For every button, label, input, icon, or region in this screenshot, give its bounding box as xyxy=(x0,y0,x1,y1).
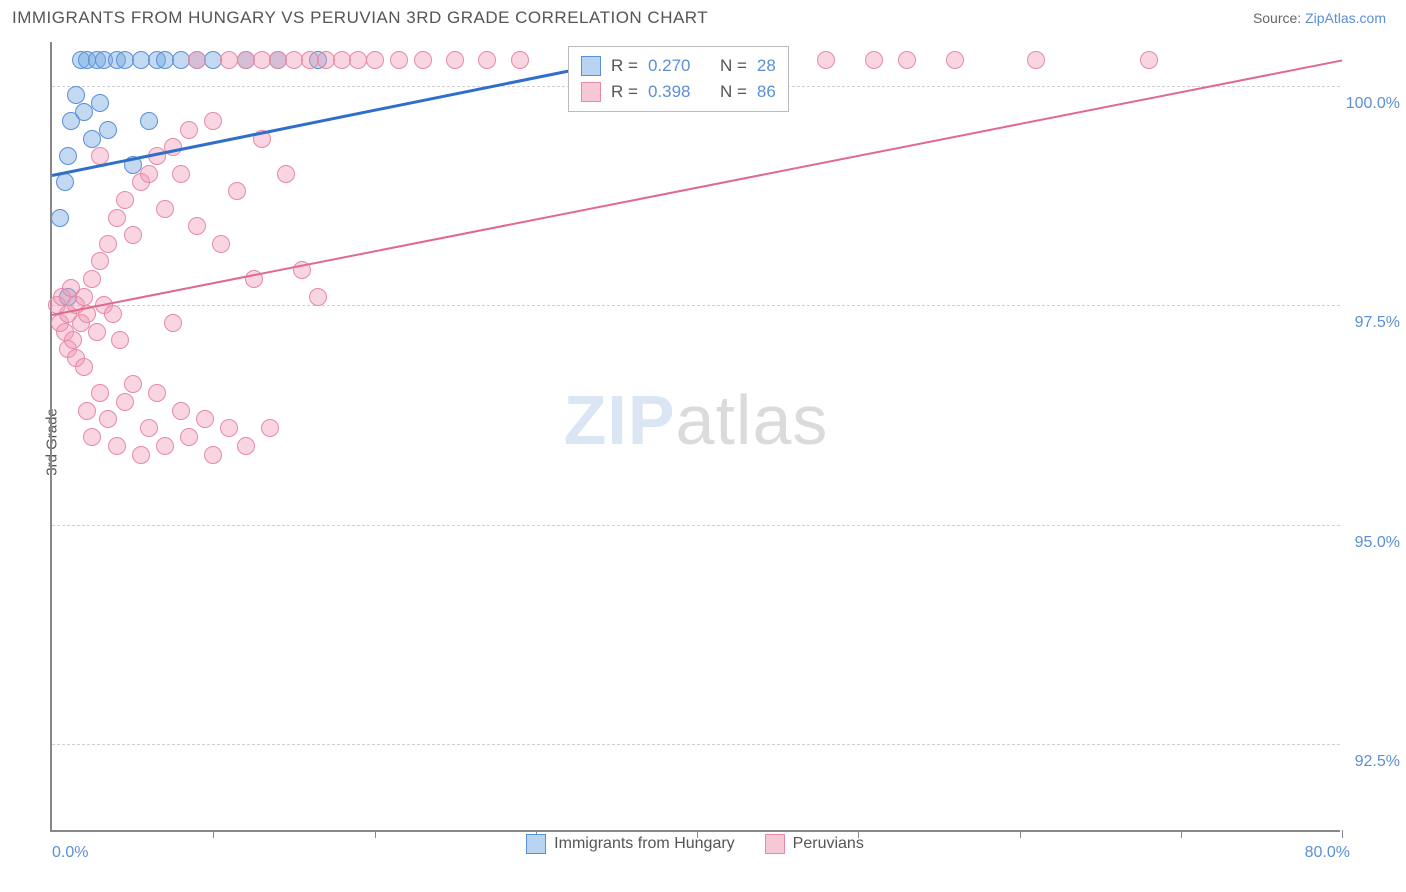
scatter-point xyxy=(83,130,101,148)
scatter-point xyxy=(414,51,432,69)
scatter-point xyxy=(56,173,74,191)
source-link[interactable]: ZipAtlas.com xyxy=(1305,10,1386,26)
scatter-point xyxy=(59,147,77,165)
scatter-point xyxy=(156,437,174,455)
correlation-legend: R =0.270 N =28R =0.398 N =86 xyxy=(568,46,789,112)
legend-swatch xyxy=(581,56,601,76)
scatter-point xyxy=(261,419,279,437)
bottom-legend-item: Peruvians xyxy=(765,834,864,854)
scatter-point xyxy=(220,419,238,437)
y-tick-label: 97.5% xyxy=(1355,314,1400,332)
scatter-point xyxy=(132,446,150,464)
scatter-point xyxy=(148,384,166,402)
scatter-point xyxy=(865,51,883,69)
scatter-point xyxy=(212,235,230,253)
scatter-point xyxy=(116,393,134,411)
scatter-point xyxy=(108,209,126,227)
scatter-point xyxy=(196,410,214,428)
scatter-point xyxy=(172,402,190,420)
bottom-legend: Immigrants from Hungary Peruvians xyxy=(50,834,1340,854)
scatter-point xyxy=(237,437,255,455)
scatter-point xyxy=(51,209,69,227)
source-label: Source: ZipAtlas.com xyxy=(1253,10,1386,26)
scatter-point xyxy=(78,402,96,420)
scatter-point xyxy=(124,375,142,393)
chart-header: IMMIGRANTS FROM HUNGARY VS PERUVIAN 3RD … xyxy=(0,0,1406,32)
legend-row: R =0.270 N =28 xyxy=(581,53,776,79)
plot-area: ZIPatlas 100.0%97.5%95.0%92.5%0.0%80.0%R… xyxy=(50,42,1340,832)
scatter-point xyxy=(91,384,109,402)
scatter-point xyxy=(116,191,134,209)
scatter-point xyxy=(366,51,384,69)
scatter-point xyxy=(104,305,122,323)
scatter-point xyxy=(228,182,246,200)
legend-swatch xyxy=(581,82,601,102)
scatter-point xyxy=(91,94,109,112)
scatter-point xyxy=(204,446,222,464)
scatter-point xyxy=(111,331,129,349)
legend-label: Peruvians xyxy=(793,835,864,853)
scatter-point xyxy=(1140,51,1158,69)
scatter-point xyxy=(140,165,158,183)
bottom-legend-item: Immigrants from Hungary xyxy=(526,834,735,854)
scatter-point xyxy=(164,314,182,332)
gridline-h xyxy=(52,744,1340,745)
scatter-point xyxy=(64,331,82,349)
legend-swatch xyxy=(526,834,546,854)
scatter-point xyxy=(446,51,464,69)
scatter-point xyxy=(75,103,93,121)
scatter-point xyxy=(898,51,916,69)
scatter-point xyxy=(75,358,93,376)
scatter-point xyxy=(204,112,222,130)
scatter-point xyxy=(83,270,101,288)
scatter-point xyxy=(83,428,101,446)
scatter-point xyxy=(75,288,93,306)
scatter-point xyxy=(478,51,496,69)
chart-container: 3rd Grade ZIPatlas 100.0%97.5%95.0%92.5%… xyxy=(0,32,1406,852)
scatter-point xyxy=(99,410,117,428)
scatter-point xyxy=(1027,51,1045,69)
gridline-h xyxy=(52,305,1340,306)
scatter-point xyxy=(390,51,408,69)
scatter-point xyxy=(180,121,198,139)
scatter-point xyxy=(309,288,327,306)
trend-line xyxy=(52,60,617,177)
scatter-point xyxy=(108,437,126,455)
y-tick-label: 100.0% xyxy=(1346,95,1400,113)
y-tick-label: 95.0% xyxy=(1355,534,1400,552)
y-tick-label: 92.5% xyxy=(1355,753,1400,771)
scatter-point xyxy=(946,51,964,69)
watermark-atlas: atlas xyxy=(676,381,829,459)
scatter-point xyxy=(180,428,198,446)
scatter-point xyxy=(817,51,835,69)
scatter-point xyxy=(124,226,142,244)
scatter-point xyxy=(172,165,190,183)
watermark: ZIPatlas xyxy=(564,380,829,460)
x-tick xyxy=(1342,830,1343,838)
scatter-point xyxy=(188,217,206,235)
watermark-zip: ZIP xyxy=(564,381,676,459)
scatter-point xyxy=(277,165,295,183)
scatter-point xyxy=(99,235,117,253)
legend-label: Immigrants from Hungary xyxy=(554,835,735,853)
scatter-point xyxy=(140,112,158,130)
scatter-point xyxy=(99,121,117,139)
legend-row: R =0.398 N =86 xyxy=(581,79,776,105)
scatter-point xyxy=(88,323,106,341)
scatter-point xyxy=(91,252,109,270)
scatter-point xyxy=(511,51,529,69)
scatter-point xyxy=(140,419,158,437)
chart-title: IMMIGRANTS FROM HUNGARY VS PERUVIAN 3RD … xyxy=(12,8,708,28)
source-prefix: Source: xyxy=(1253,10,1305,26)
scatter-point xyxy=(188,51,206,69)
scatter-point xyxy=(156,200,174,218)
scatter-point xyxy=(67,86,85,104)
gridline-h xyxy=(52,525,1340,526)
legend-swatch xyxy=(765,834,785,854)
